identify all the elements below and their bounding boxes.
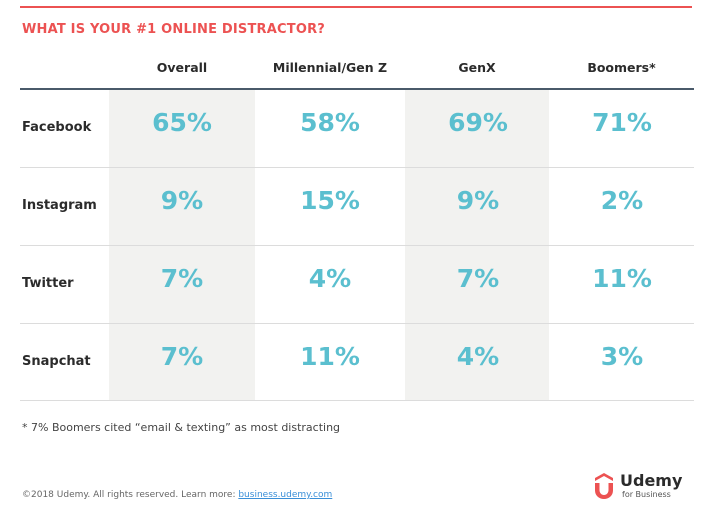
row-label-twitter: Twitter — [22, 276, 74, 291]
cell-facebook-genx: 69% — [448, 108, 508, 137]
column-header-overall: Overall — [156, 60, 208, 75]
cell-twitter-genx: 7% — [456, 264, 500, 293]
table-row-facebook: Facebook 65% 58% 69% 71% — [20, 90, 694, 167]
cell-instagram-overall: 9% — [160, 186, 204, 215]
header-rule — [20, 88, 694, 90]
row-divider — [20, 400, 694, 401]
footnote: * 7% Boomers cited “email & texting” as … — [22, 421, 341, 434]
top-rule — [20, 6, 692, 8]
row-label-instagram: Instagram — [22, 198, 97, 213]
cell-snapchat-boomers: 3% — [600, 342, 644, 371]
cell-twitter-millennial: 4% — [308, 264, 352, 293]
cell-instagram-genx: 9% — [456, 186, 500, 215]
genx-column-shading — [405, 89, 549, 400]
page-title: WHAT IS YOUR #1 ONLINE DISTRACTOR? — [22, 22, 326, 37]
row-label-snapchat: Snapchat — [22, 354, 91, 369]
cell-instagram-millennial: 15% — [300, 186, 360, 215]
row-divider — [20, 323, 694, 324]
cell-facebook-millennial: 58% — [300, 108, 360, 137]
column-header-genx: GenX — [458, 60, 496, 75]
copyright-text: ©2018 Udemy. All rights reserved. Learn … — [22, 490, 239, 500]
table-row-instagram: Instagram 9% 15% 9% 2% — [20, 168, 694, 245]
row-divider — [20, 245, 694, 246]
table-row-snapchat: Snapchat 7% 11% 4% 3% — [20, 324, 694, 401]
cell-snapchat-overall: 7% — [160, 342, 204, 371]
column-header-millennial-gen-z: Millennial/Gen Z — [272, 60, 388, 75]
cell-facebook-overall: 65% — [152, 108, 212, 137]
copyright: ©2018 Udemy. All rights reserved. Learn … — [22, 490, 332, 500]
table-header-row: Overall Millennial/Gen Z GenX Boomers* — [20, 60, 694, 88]
cell-twitter-boomers: 11% — [592, 264, 652, 293]
logo-name: Udemy — [620, 471, 683, 490]
column-header-boomers: Boomers* — [587, 60, 656, 75]
cell-facebook-boomers: 71% — [592, 108, 652, 137]
cell-snapchat-millennial: 11% — [300, 342, 360, 371]
cell-instagram-boomers: 2% — [600, 186, 644, 215]
cell-snapchat-genx: 4% — [456, 342, 500, 371]
row-label-facebook: Facebook — [22, 120, 92, 135]
table-row-twitter: Twitter 7% 4% 7% 11% — [20, 246, 694, 323]
row-divider — [20, 167, 694, 168]
udemy-logo: Udemy for Business — [592, 468, 702, 504]
overall-column-shading — [109, 89, 255, 400]
udemy-u-icon — [595, 473, 613, 499]
learn-more-link[interactable]: business.udemy.com — [238, 490, 333, 500]
logo-subtitle: for Business — [622, 490, 671, 499]
cell-twitter-overall: 7% — [160, 264, 204, 293]
